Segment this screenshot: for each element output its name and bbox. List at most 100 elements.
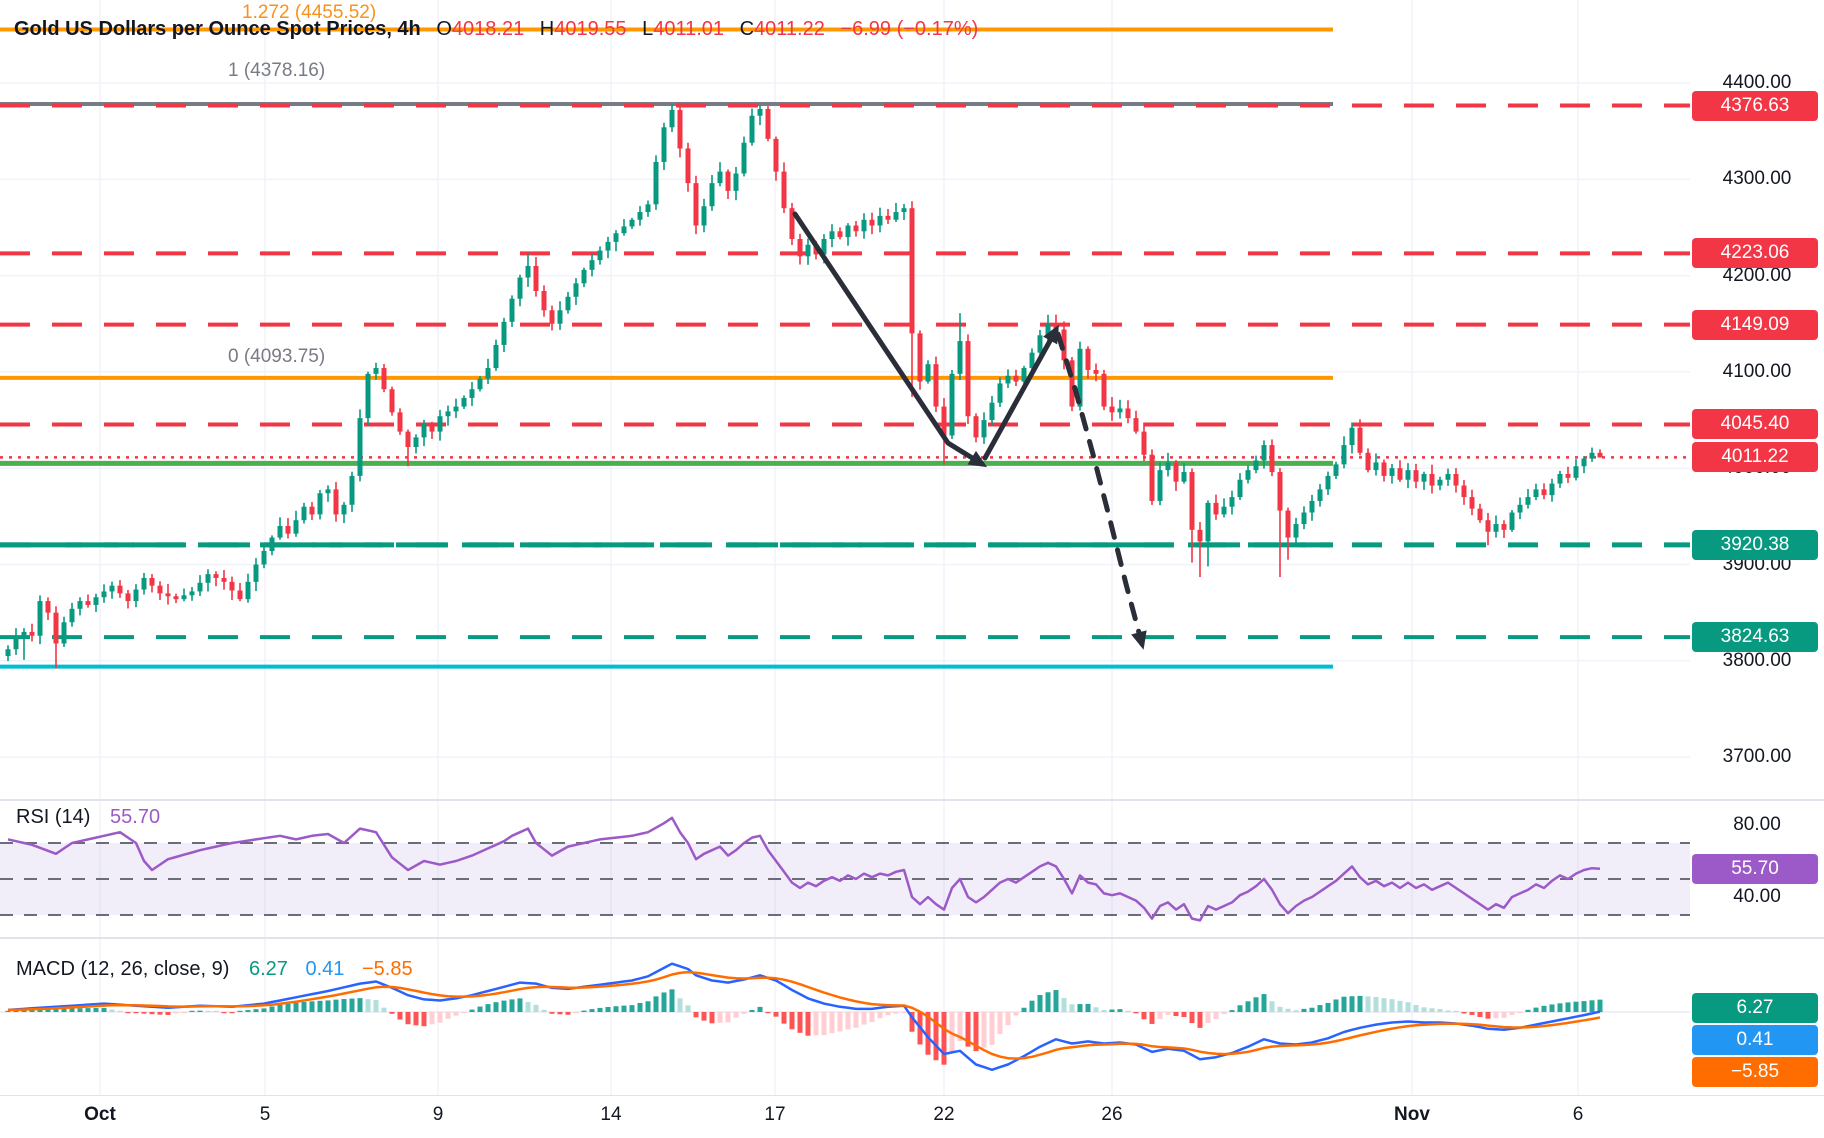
macd-histogram-bar	[1285, 1008, 1291, 1012]
macd-histogram-bar	[461, 1012, 467, 1014]
macd-histogram-bar	[1117, 1009, 1123, 1012]
fib-one-label[interactable]: 1 (4378.16)	[228, 60, 326, 81]
macd-histogram-bar	[397, 1012, 403, 1020]
candle-body	[893, 212, 899, 220]
macd-histogram-bar	[421, 1012, 427, 1027]
symbol-title[interactable]: Gold US Dollars per Ounce Spot Prices, 4…	[14, 18, 421, 40]
macd-histogram-bar	[1021, 1007, 1027, 1012]
time-axis[interactable]: Oct 5 9 14 17 22 26 Nov 6	[0, 1096, 1824, 1138]
candle-body	[1309, 500, 1315, 513]
price-tick-4200.00: 4200.00	[1722, 264, 1792, 286]
macd-histogram-bar	[269, 1006, 275, 1012]
candle-body	[549, 310, 555, 324]
macd-histogram-bar	[261, 1008, 267, 1012]
macd-histogram-bar	[1437, 1009, 1443, 1012]
candle-body	[1381, 462, 1387, 476]
candle-body	[653, 161, 659, 205]
macd-histogram-bar	[813, 1012, 819, 1036]
candle-body	[341, 504, 347, 515]
candle-body	[1397, 468, 1403, 480]
macd-histogram-bar	[1061, 997, 1067, 1012]
candle-body	[837, 231, 843, 238]
candle-body	[1341, 445, 1347, 465]
candle-body	[685, 148, 691, 184]
candle-body	[1349, 427, 1355, 446]
trend-arrow[interactable]	[1055, 331, 1145, 647]
macd-histogram-bar	[1517, 1012, 1523, 1014]
candle-body	[501, 321, 507, 345]
macd-histogram-bar	[381, 1007, 387, 1012]
candle-body	[1541, 489, 1547, 496]
trend-arrow[interactable]	[982, 327, 1059, 461]
macd-histogram-bar	[1165, 1012, 1171, 1015]
macd-histogram-bar	[1189, 1012, 1195, 1024]
candle-body	[1165, 462, 1171, 471]
macd-histogram-bar	[973, 1012, 979, 1052]
macd-histogram-bar	[101, 1007, 107, 1012]
fib-extension-label[interactable]: 1.272 (4455.52)	[242, 2, 377, 23]
candle-body	[621, 226, 627, 234]
macd-histogram-bar	[293, 1002, 299, 1012]
macd-histogram-bar	[157, 1012, 163, 1015]
candle-body	[1589, 452, 1595, 459]
macd-histogram-bar	[1589, 1000, 1595, 1012]
macd-histogram-bar	[117, 1010, 123, 1012]
candle-body	[789, 208, 795, 240]
candle-body	[1557, 473, 1563, 484]
candle-body	[21, 631, 27, 638]
macd-histogram-bar	[245, 1010, 251, 1012]
macd-histogram-bar	[1037, 995, 1043, 1012]
candle-body	[1229, 497, 1235, 507]
macd-histogram-bar	[797, 1012, 803, 1033]
candle-body	[1453, 473, 1459, 486]
candle-body	[797, 239, 803, 257]
candle-body	[901, 208, 907, 213]
macd-histogram-bar	[1381, 998, 1387, 1012]
candle-body	[109, 585, 115, 592]
candle-body	[1301, 512, 1307, 525]
candle-body	[597, 250, 603, 261]
macd-histogram-bar	[1485, 1012, 1491, 1019]
macd-histogram-bar	[629, 1005, 635, 1012]
macd-histogram-bar	[621, 1005, 627, 1012]
candle-body	[293, 520, 299, 534]
candle-body	[269, 537, 275, 552]
candle-body	[389, 389, 395, 413]
open-value: 4018.21	[451, 18, 525, 40]
macd-histogram-bar	[365, 999, 371, 1012]
candle-body	[1445, 473, 1451, 480]
macd-histogram-bar	[1221, 1012, 1227, 1015]
price-axis[interactable]: 4400.004300.004200.004100.004000.003900.…	[1690, 0, 1824, 1096]
candle-body	[1421, 473, 1427, 482]
macd-histogram-bar	[1405, 1002, 1411, 1012]
macd-histogram-bar	[1029, 1000, 1035, 1012]
macd-label[interactable]: MACD (12, 26, close, 9)	[16, 958, 230, 980]
fib-zero-label[interactable]: 0 (4093.75)	[228, 346, 326, 367]
price-tick-3700.00: 3700.00	[1722, 746, 1792, 768]
candle-body	[229, 581, 235, 591]
candle-body	[13, 637, 19, 650]
trend-arrow[interactable]	[792, 211, 985, 467]
candle-body	[1053, 323, 1059, 330]
macd-histogram-bar	[1421, 1007, 1427, 1012]
price-tick-4100.00: 4100.00	[1722, 360, 1792, 382]
macd-histogram-bar	[997, 1012, 1003, 1034]
macd-histogram-bar	[125, 1012, 131, 1014]
macd-histogram-bar	[389, 1012, 395, 1014]
rsi-label[interactable]: RSI (14)	[16, 806, 91, 828]
candle-body	[661, 127, 667, 162]
candle-body	[533, 265, 539, 292]
candle-body	[197, 582, 203, 592]
candle-body	[1317, 489, 1323, 501]
macd-histogram-bar	[1365, 996, 1371, 1012]
candle-body	[645, 204, 651, 213]
candle-body	[1429, 473, 1435, 486]
macd-histogram-bar	[405, 1012, 411, 1025]
candle-body	[261, 551, 267, 565]
macd-histogram-bar	[573, 1012, 579, 1014]
macd-histogram-bar	[173, 1012, 179, 1014]
candle-body	[981, 420, 987, 438]
candle-body	[509, 298, 515, 322]
candle-body	[573, 283, 579, 297]
